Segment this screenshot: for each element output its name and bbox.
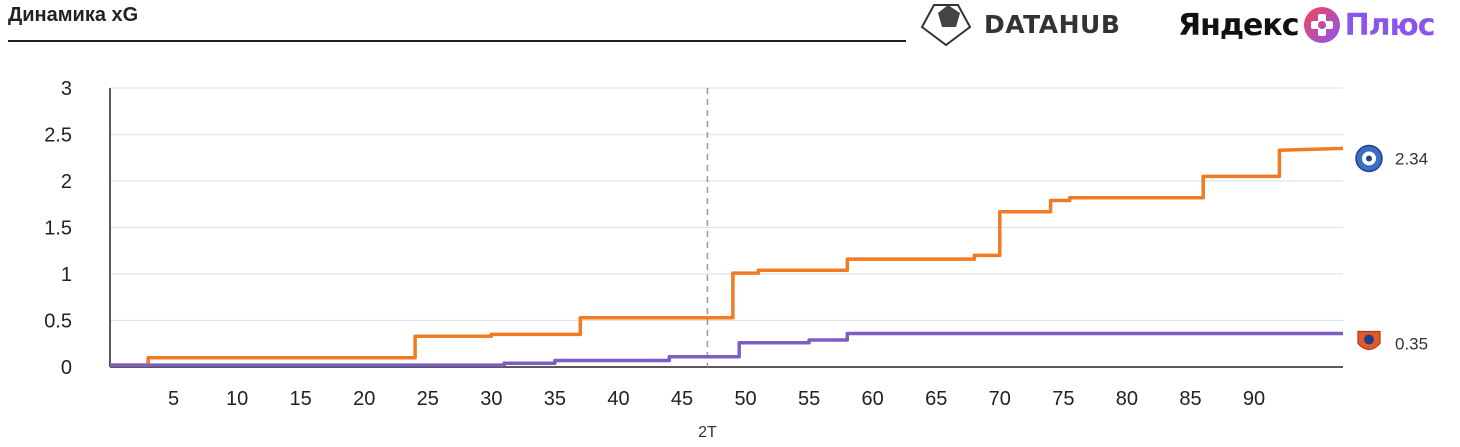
plus-wordmark: Плюс: [1344, 7, 1436, 43]
y-tick-label: 0: [61, 357, 72, 379]
plus-icon: [1303, 7, 1340, 43]
x-tick-label: 25: [417, 388, 439, 410]
x-tick-label: 35: [544, 388, 566, 410]
title-underline: [8, 40, 906, 42]
team-badges: [1355, 144, 1383, 351]
x-tick-label: 20: [353, 388, 375, 410]
tick-labels: 00.511.522.535 10 15 20 25 30 35 40 45 50 55 60 65 70…: [44, 78, 1428, 441]
away-team-badge-inner: [1364, 334, 1374, 345]
series-end-value-home: 2.34: [1395, 149, 1428, 168]
yandex-plus-logo: Яндекс Плюс: [1178, 2, 1436, 48]
grid-lines: [110, 87, 1343, 322]
y-tick-label: 2: [61, 171, 72, 193]
x-tick-label: 10: [226, 388, 248, 410]
x-tick-label: 60: [862, 388, 884, 410]
y-tick-label: 3: [61, 78, 72, 100]
x-tick-label: 15: [290, 388, 312, 410]
halftime-label: 2Т: [698, 424, 717, 441]
x-tick-label: 75: [1052, 388, 1074, 410]
x-tick-label: 50: [734, 388, 756, 410]
y-tick-label: 1: [61, 264, 72, 286]
x-tick-label: 45: [671, 388, 693, 410]
axes: [109, 88, 1343, 368]
datahub-wordmark: DATAHUB: [984, 9, 1121, 39]
datahub-logo: DATAHUB: [918, 0, 1120, 48]
series-lines: [110, 146, 1344, 367]
x-tick-label: 40: [607, 388, 629, 410]
chart-title: Динамика xG: [8, 4, 139, 26]
series-end-value-away: 0.35: [1395, 335, 1428, 354]
yandex-wordmark: Яндекс: [1178, 7, 1300, 43]
x-tick-label: 80: [1116, 388, 1138, 410]
datahub-pentagon-icon: [920, 4, 972, 47]
x-tick-label: 30: [480, 388, 502, 410]
y-tick-label: 1.5: [44, 218, 72, 240]
x-tick-label: 70: [989, 388, 1011, 410]
series-line-away: [110, 331, 1343, 367]
x-tick-label: 85: [1179, 388, 1201, 410]
y-tick-label: 0.5: [44, 311, 72, 333]
y-tick-label: 2.5: [44, 125, 72, 147]
x-tick-label: 90: [1243, 388, 1265, 410]
x-tick-label: 5: [168, 388, 179, 410]
series-line-home: [110, 146, 1344, 367]
home-team-badge-dot: [1366, 155, 1372, 162]
x-tick-label: 65: [925, 388, 947, 410]
x-tick-label: 55: [798, 388, 820, 410]
